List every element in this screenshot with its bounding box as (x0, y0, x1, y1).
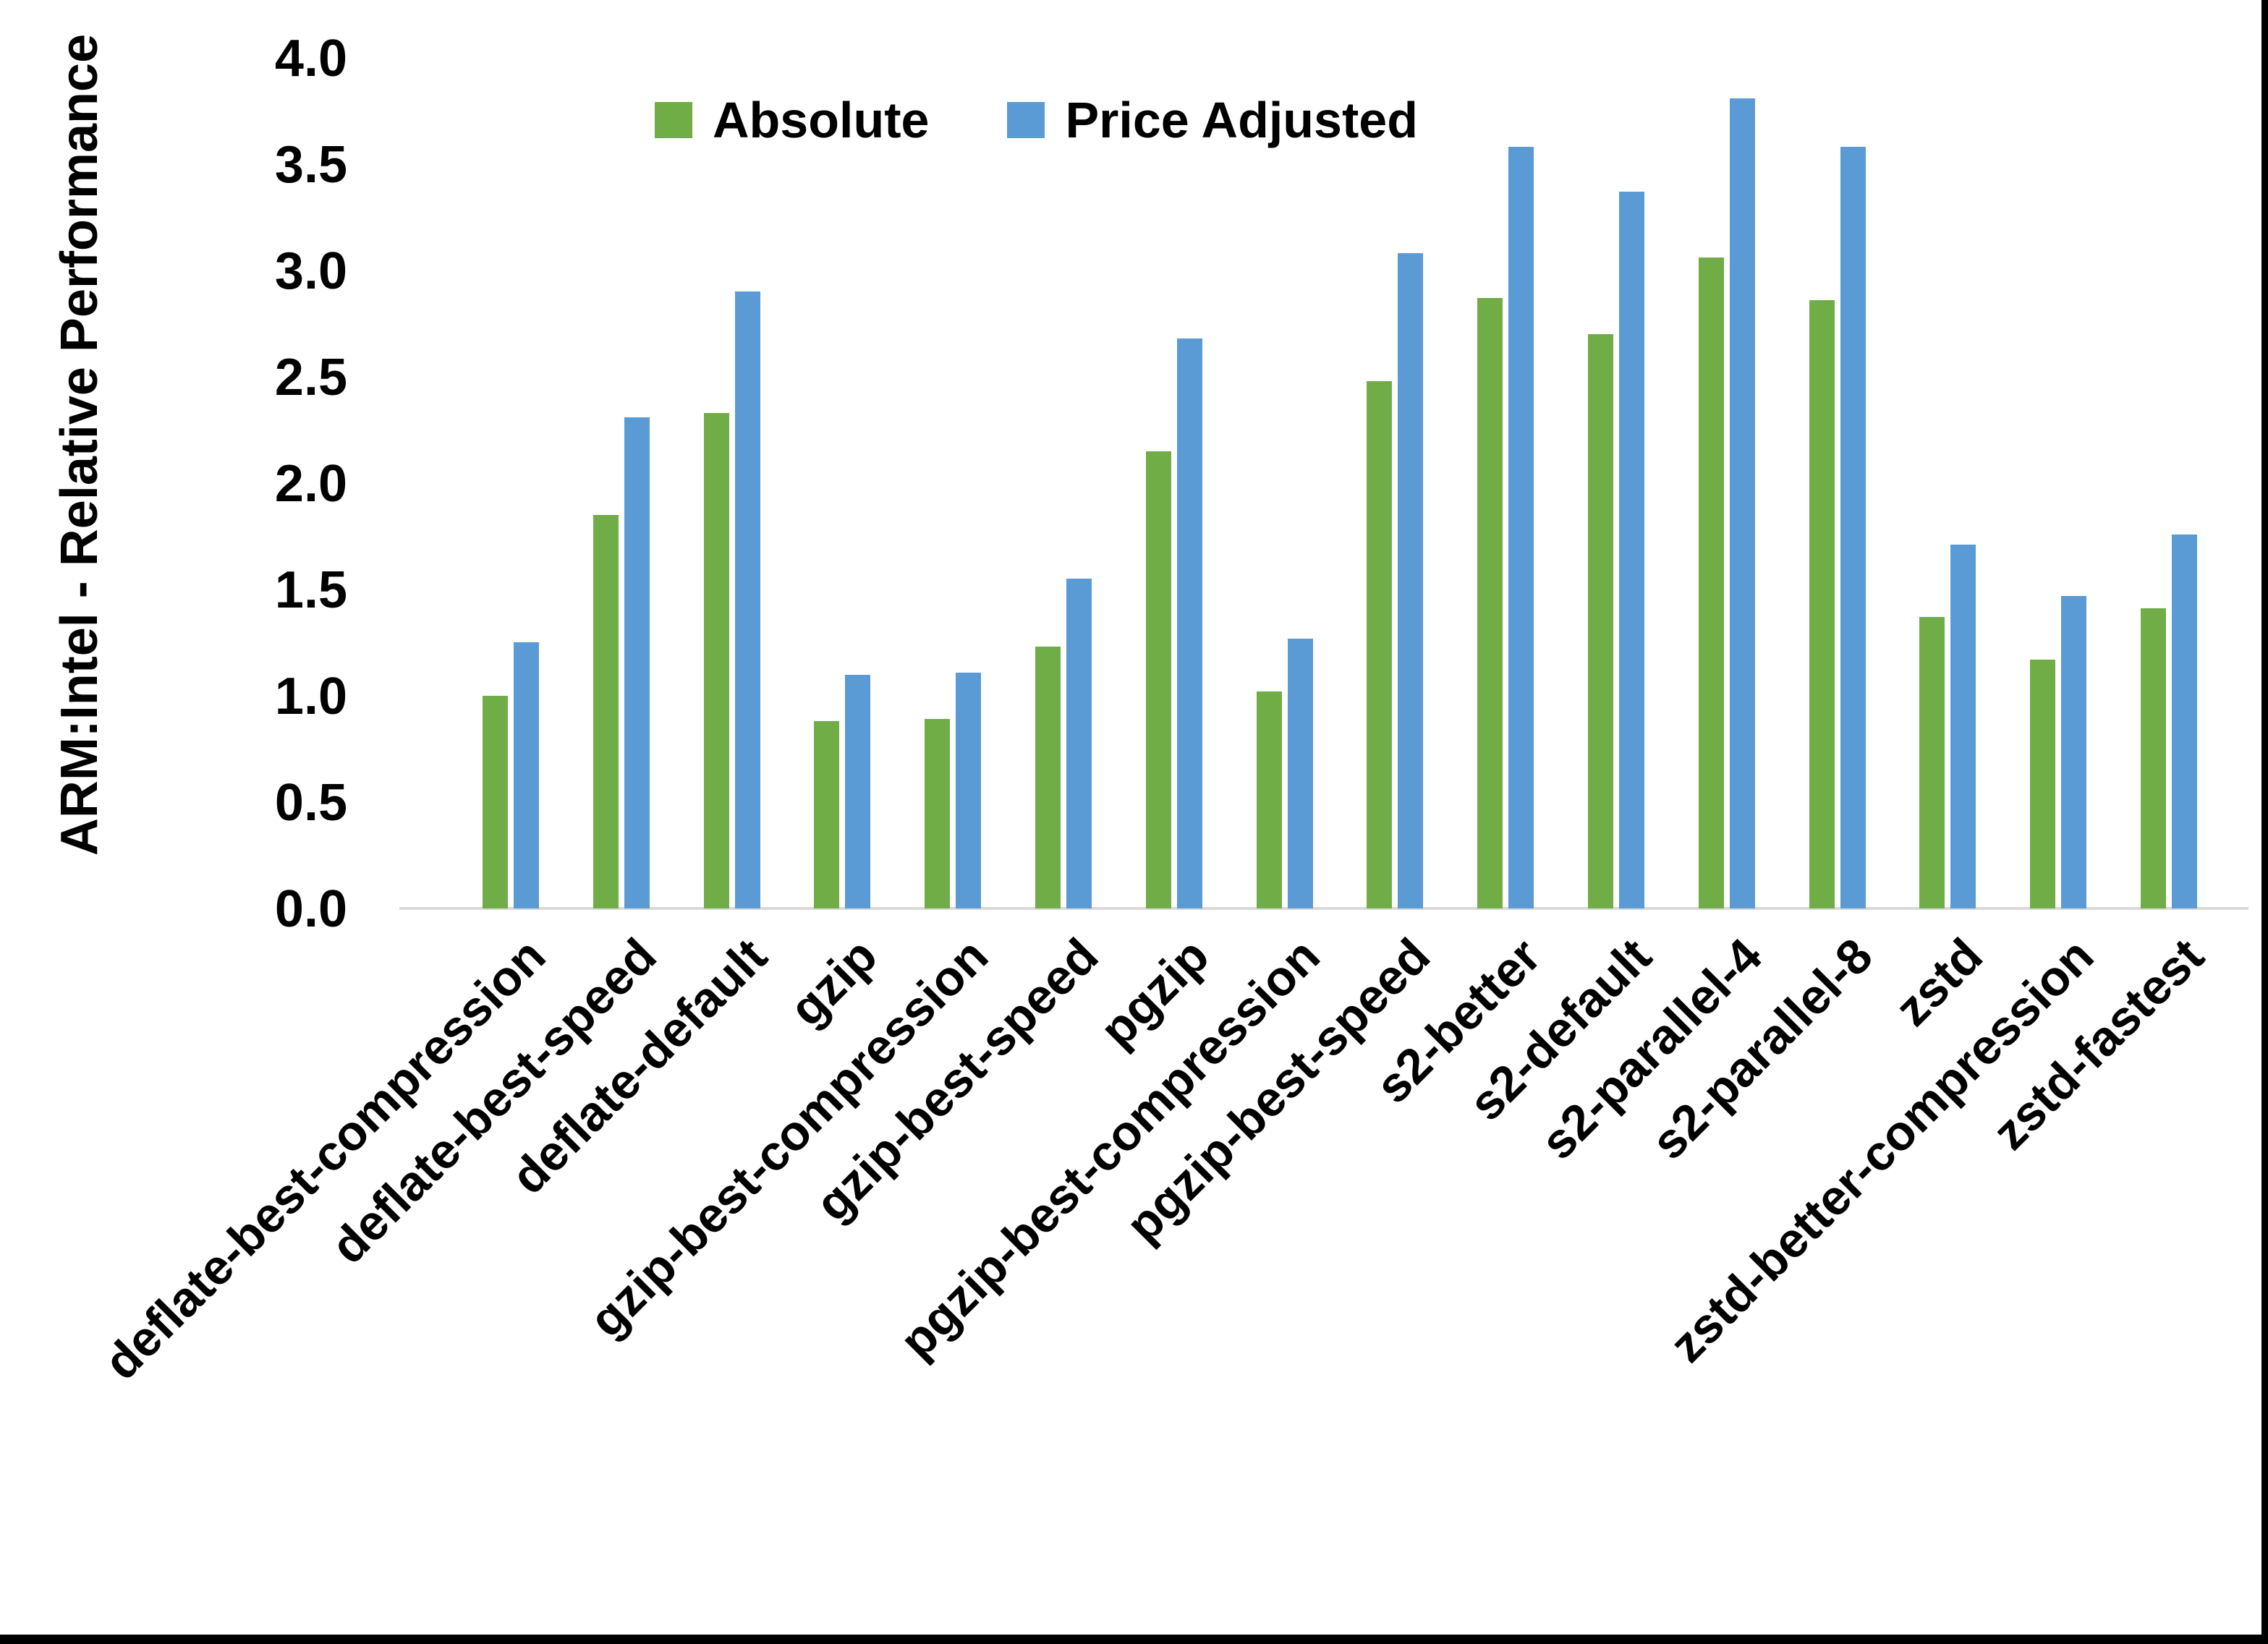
bar-absolute-s2-parallel-8 (1809, 300, 1835, 908)
bar-price-adjusted-pgzip-best-speed (1398, 253, 1423, 908)
bar-absolute-deflate-default (704, 413, 729, 908)
legend-label-absolute: Absolute (713, 92, 930, 148)
bar-absolute-pgzip (1146, 451, 1171, 908)
bar-price-adjusted-s2-default (1619, 192, 1644, 908)
bar-price-adjusted-deflate-best-speed (624, 417, 650, 908)
bar-absolute-s2-parallel-4 (1699, 257, 1724, 908)
y-axis-title: ARM:Intel - Relative Performance (51, 33, 109, 856)
y-tick-label-1.5: 1.5 (274, 561, 347, 619)
bar-absolute-s2-default (1588, 334, 1613, 908)
legend: Absolute Price Adjusted (655, 91, 1418, 149)
frame-right-border (2261, 0, 2268, 1644)
y-tick-label-3.0: 3.0 (274, 242, 347, 300)
bar-price-adjusted-pgzip (1177, 338, 1202, 908)
y-tick-label-2.5: 2.5 (274, 349, 347, 406)
bar-absolute-s2-better (1477, 298, 1503, 908)
y-tick-label-0.0: 0.0 (274, 880, 347, 938)
bar-absolute-zstd-fastest (2141, 608, 2166, 908)
y-tick-label-2.0: 2.0 (274, 455, 347, 513)
bar-absolute-zstd (1919, 617, 1945, 908)
bar-absolute-gzip-best-speed (1035, 647, 1061, 908)
bar-price-adjusted-zstd (1950, 545, 1976, 908)
y-tick-label-3.5: 3.5 (274, 136, 347, 194)
bar-price-adjusted-zstd-fastest (2172, 534, 2197, 908)
bar-price-adjusted-gzip (845, 675, 870, 908)
y-tick-label-1.0: 1.0 (274, 668, 347, 725)
legend-swatch-price-adjusted (1007, 102, 1045, 138)
bar-absolute-deflate-best-speed (593, 515, 619, 908)
bar-price-adjusted-s2-parallel-4 (1730, 98, 1755, 908)
bar-price-adjusted-s2-better (1508, 147, 1534, 908)
y-tick-label-0.5: 0.5 (274, 774, 347, 832)
bar-price-adjusted-gzip-best-speed (1066, 579, 1092, 908)
bar-price-adjusted-s2-parallel-8 (1840, 147, 1866, 908)
bar-absolute-pgzip-best-compression (1257, 691, 1282, 908)
x-label-deflate-best-compression: deflate-best-compression (94, 928, 556, 1391)
legend-swatch-absolute (655, 102, 692, 138)
bar-price-adjusted-pgzip-best-compression (1288, 639, 1313, 908)
bar-price-adjusted-gzip-best-compression (956, 673, 981, 908)
bar-price-adjusted-deflate-best-compression (514, 642, 539, 908)
legend-label-price-adjusted: Price Adjusted (1065, 92, 1418, 148)
x-axis-line (399, 907, 2248, 910)
bar-absolute-gzip-best-compression (925, 719, 950, 908)
bar-price-adjusted-zstd-better-compression (2061, 596, 2086, 908)
frame-bottom-border (0, 1635, 2268, 1644)
y-tick-label-4.0: 4.0 (274, 30, 347, 88)
bar-absolute-deflate-best-compression (483, 696, 508, 908)
bar-absolute-pgzip-best-speed (1367, 381, 1392, 908)
bar-absolute-gzip (814, 721, 839, 908)
bar-price-adjusted-deflate-default (735, 291, 760, 908)
bar-absolute-zstd-better-compression (2030, 660, 2055, 908)
